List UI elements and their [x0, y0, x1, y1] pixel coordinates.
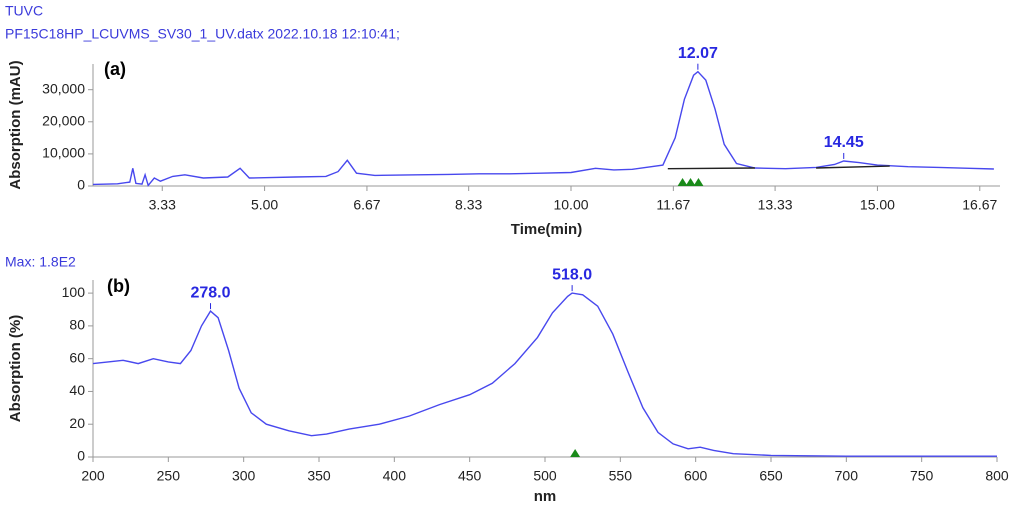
x-tick-label: 700: [835, 468, 859, 484]
x-tick-label: 16.67: [962, 197, 997, 213]
x-axis-label: nm: [534, 488, 557, 505]
panel-label: (a): [104, 59, 126, 79]
x-tick-label: 350: [307, 468, 331, 484]
series-line: [816, 165, 890, 169]
peak-label: 518.0: [552, 266, 592, 283]
x-axis-label: Time(min): [511, 221, 582, 238]
peak-label: 278.0: [190, 284, 230, 301]
x-tick-label: 13.33: [758, 197, 793, 213]
y-tick-label: 80: [69, 317, 85, 333]
y-tick-label: 20: [69, 415, 85, 431]
y-tick-label: 0: [77, 177, 85, 193]
x-tick-label: 650: [759, 468, 783, 484]
x-tick-label: 300: [232, 468, 256, 484]
series-line: [92, 292, 997, 457]
x-tick-label: 250: [157, 468, 181, 484]
y-tick-label: 60: [69, 349, 85, 365]
y-tick-label: 40: [69, 382, 85, 398]
x-tick-label: 15.00: [860, 197, 895, 213]
x-tick-label: 11.67: [656, 197, 690, 213]
x-tick-label: 6.67: [353, 197, 380, 213]
peak-marker: [693, 178, 704, 186]
peak-marker: [685, 178, 696, 186]
y-tick-label: 10,000: [42, 145, 85, 161]
x-tick-label: 8.33: [455, 197, 482, 213]
y-tick-label: 0: [77, 448, 85, 464]
y-axis-label: Absorption (%): [7, 315, 24, 422]
x-tick-label: 200: [81, 468, 105, 484]
y-tick-label: 100: [62, 284, 86, 300]
x-tick-label: 3.33: [149, 197, 176, 213]
x-tick-label: 550: [609, 468, 633, 484]
header-text: Max: 1.8E2: [5, 254, 76, 270]
series-line: [667, 167, 755, 170]
x-tick-label: 400: [383, 468, 407, 484]
peak-marker: [677, 178, 688, 186]
y-axis-label: Absorption (mAU): [7, 60, 24, 189]
x-tick-label: 800: [985, 468, 1009, 484]
x-tick-label: 5.00: [251, 197, 278, 213]
x-tick-label: 600: [684, 468, 708, 484]
peak-label: 12.07: [678, 45, 718, 62]
peak-marker: [570, 449, 581, 457]
peak-label: 14.45: [824, 134, 864, 151]
x-tick-label: 500: [533, 468, 557, 484]
x-tick-label: 450: [458, 468, 482, 484]
header-text: PF15C18HP_LCUVMS_SV30_1_UV.datx 2022.10.…: [5, 26, 400, 42]
x-tick-label: 10.00: [553, 197, 588, 213]
y-tick-label: 30,000: [42, 80, 85, 96]
y-tick-label: 20,000: [42, 112, 85, 128]
series-line: [92, 70, 994, 187]
header-text: TUVC: [5, 3, 43, 19]
panel-label: (b): [107, 276, 130, 296]
x-tick-label: 750: [910, 468, 934, 484]
